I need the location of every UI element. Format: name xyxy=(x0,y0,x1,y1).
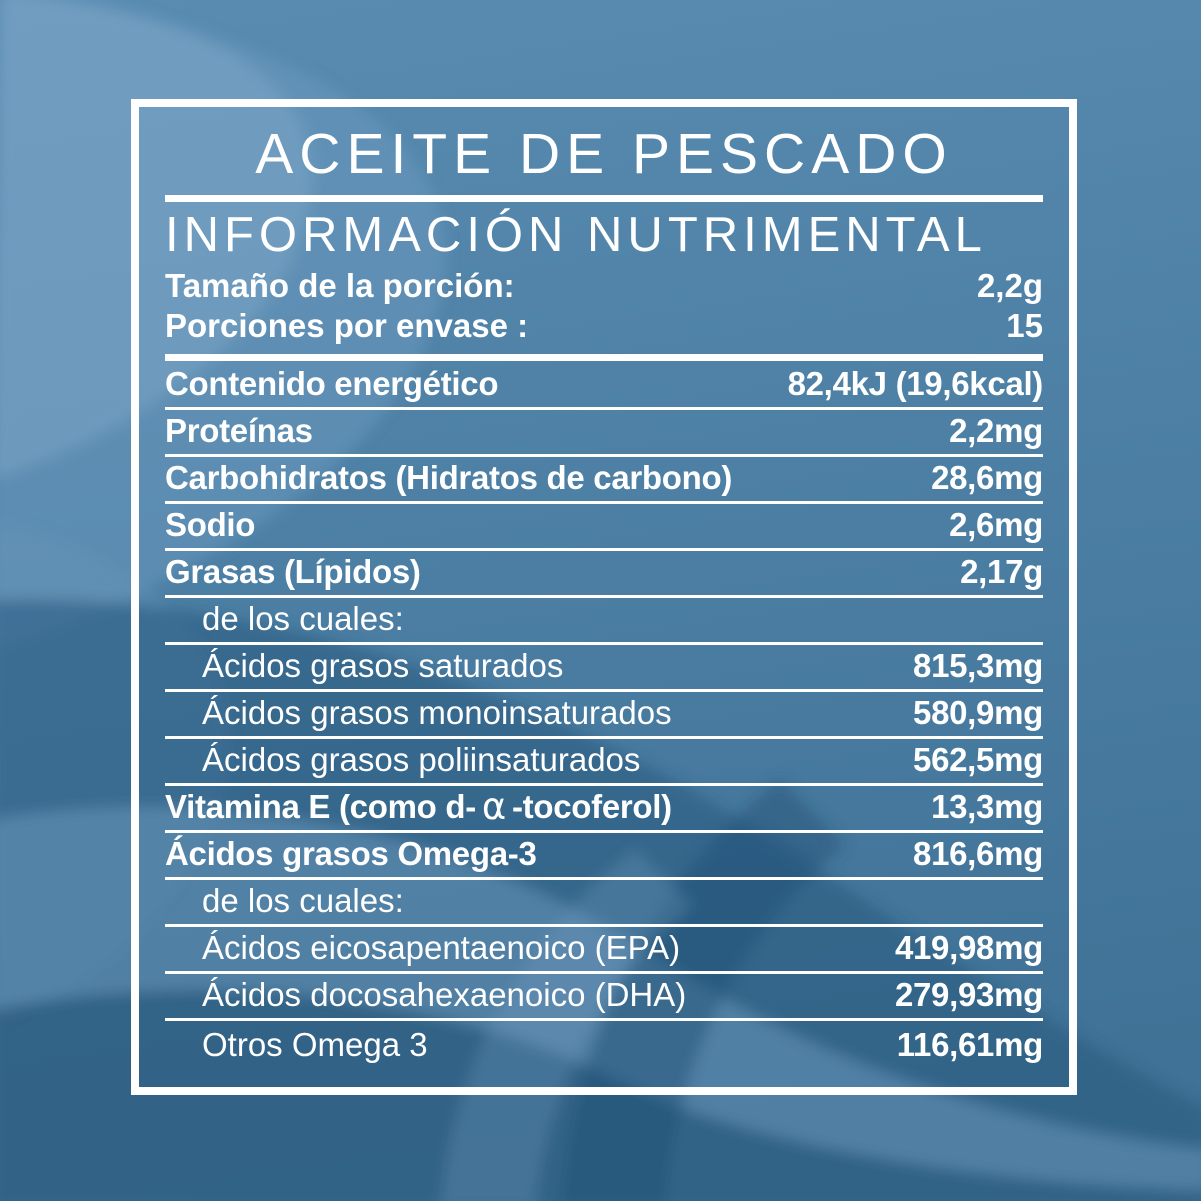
servings-per-container-row: Porciones por envase : 15 xyxy=(165,306,1043,346)
row-label: Otros Omega 3 xyxy=(202,1026,428,1063)
row-label: de los cuales: xyxy=(202,882,404,919)
row-value: 815,3mg xyxy=(913,647,1043,684)
row-value: 279,93mg xyxy=(894,976,1043,1013)
vitamin-e-label-prefix: Vitamina E (como d- xyxy=(165,788,476,825)
row-dha: Ácidos docosahexaenoico (DHA) 279,93mg xyxy=(165,974,1043,1021)
row-acidos-grasos-poliinsaturados: Ácidos grasos poliinsaturados 562,5mg xyxy=(165,739,1043,786)
row-grasas: Grasas (Lípidos) 2,17g xyxy=(165,551,1043,598)
nutrition-facts-heading: INFORMACIÓN NUTRIMENTAL xyxy=(165,208,987,262)
row-value: 28,6mg xyxy=(931,459,1043,496)
row-value: 816,6mg xyxy=(913,835,1043,872)
serving-size-value: 2,2g xyxy=(976,267,1043,304)
row-contenido-energetico: Contenido energético 82,4kJ (19,6kcal) xyxy=(165,363,1043,410)
row-label: Ácidos grasos monoinsaturados xyxy=(202,694,672,731)
row-label: Grasas (Lípidos) xyxy=(165,553,421,590)
row-value: 13,3mg xyxy=(931,788,1043,825)
row-value: 562,5mg xyxy=(913,741,1043,778)
servings-per-container-label: Porciones por envase : xyxy=(165,307,529,344)
row-carbohidratos: Carbohidratos (Hidratos de carbono) 28,6… xyxy=(165,457,1043,504)
row-label: Contenido energético xyxy=(165,365,499,402)
row-label: Sodio xyxy=(165,506,256,543)
serving-size-label: Tamaño de la porción: xyxy=(165,267,515,304)
row-acidos-grasos-monoinsaturados: Ácidos grasos monoinsaturados 580,9mg xyxy=(165,692,1043,739)
row-acidos-grasos-omega-3: Ácidos grasos Omega-3 816,6mg xyxy=(165,833,1043,880)
row-label: Ácidos grasos Omega-3 xyxy=(165,835,537,872)
nutrition-label-panel: ACEITE DE PESCADO INFORMACIÓN NUTRIMENTA… xyxy=(131,99,1077,1095)
row-sodio: Sodio 2,6mg xyxy=(165,504,1043,551)
row-label: Proteínas xyxy=(165,412,313,449)
nutrient-table: Contenido energético 82,4kJ (19,6kcal) P… xyxy=(165,363,1043,1087)
row-value: 419,98mg xyxy=(894,929,1043,966)
row-de-los-cuales-omega-3: de los cuales: xyxy=(165,880,1043,927)
row-value: 82,4kJ (19,6kcal) xyxy=(787,365,1044,402)
row-label: Ácidos docosahexaenoico (DHA) xyxy=(202,976,687,1013)
serving-size-row: Tamaño de la porción: 2,2g xyxy=(165,266,1043,306)
row-vitamina-e: Vitamina E (como d-α -tocoferol) 13,3mg xyxy=(165,786,1043,833)
row-value: 2,2mg xyxy=(949,412,1043,449)
row-label: Vitamina E (como d-α -tocoferol) xyxy=(165,788,672,825)
row-value: 116,61mg xyxy=(896,1026,1044,1063)
row-value: 580,9mg xyxy=(913,694,1043,731)
row-label: Ácidos eicosapentaenoico (EPA) xyxy=(202,929,681,966)
row-acidos-grasos-saturados: Ácidos grasos saturados 815,3mg xyxy=(165,645,1043,692)
row-value: 2,17g xyxy=(960,553,1043,590)
divider-serving xyxy=(165,354,1043,361)
servings-per-container-value: 15 xyxy=(1006,307,1043,344)
row-proteinas: Proteínas 2,2mg xyxy=(165,410,1043,457)
row-de-los-cuales-grasas: de los cuales: xyxy=(165,598,1043,645)
divider-top xyxy=(165,195,1043,202)
row-value: 2,6mg xyxy=(949,506,1043,543)
row-label: de los cuales: xyxy=(202,600,404,637)
row-otros-omega-3: Otros Omega 3 116,61mg xyxy=(165,1021,1043,1068)
row-label: Carbohidratos (Hidratos de carbono) xyxy=(165,459,733,496)
row-epa: Ácidos eicosapentaenoico (EPA) 419,98mg xyxy=(165,927,1043,974)
row-label: Ácidos grasos saturados xyxy=(202,647,564,684)
product-title: ACEITE DE PESCADO xyxy=(255,122,953,186)
vitamin-e-label-suffix: -tocoferol) xyxy=(511,788,672,825)
alpha-symbol: α xyxy=(481,785,506,828)
row-label: Ácidos grasos poliinsaturados xyxy=(202,741,641,778)
